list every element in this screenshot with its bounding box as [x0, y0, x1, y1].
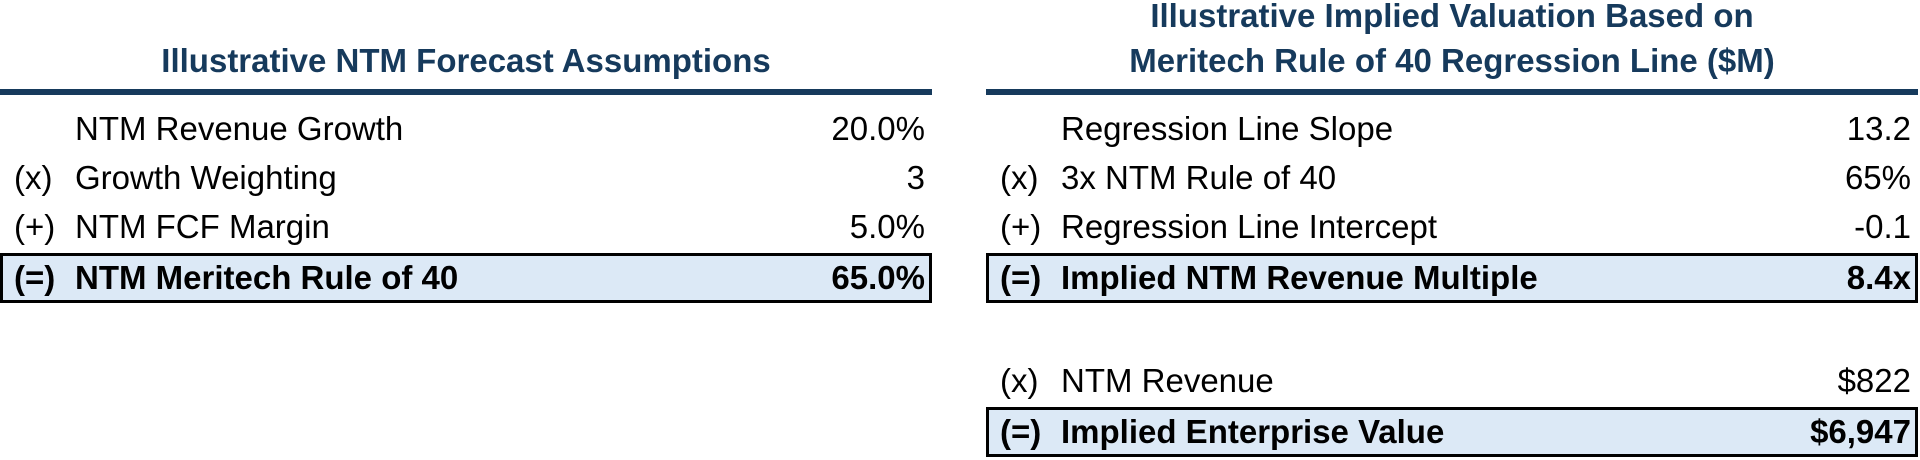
implied-valuation-table: Illustrative Implied Valuation Based on … — [986, 0, 1918, 457]
row-label: NTM Revenue Growth — [75, 109, 404, 147]
ntm-forecast-assumptions-header: Illustrative NTM Forecast Assumptions — [0, 0, 932, 95]
table-row-3x-ntm-rule-of-40: (x) 3x NTM Rule of 40 65% — [986, 153, 1918, 202]
row-prefix: (=) — [1000, 259, 1042, 296]
ntm-forecast-assumptions-rows: NTM Revenue Growth 20.0% (x) Growth Weig… — [0, 95, 932, 303]
row-value: 3 — [906, 158, 925, 196]
row-value: $822 — [1837, 361, 1911, 399]
row-label: Implied Enterprise Value — [1061, 413, 1445, 450]
table-title: Illustrative NTM Forecast Assumptions — [161, 42, 771, 79]
row-prefix: (x) — [14, 158, 53, 196]
row-label: Implied NTM Revenue Multiple — [1061, 259, 1538, 296]
total-row-implied-ntm-revenue-multiple: (=) Implied NTM Revenue Multiple 8.4x — [986, 253, 1918, 303]
row-value: 20.0% — [831, 109, 925, 147]
ntm-forecast-assumptions-table: Illustrative NTM Forecast Assumptions NT… — [0, 0, 932, 303]
row-label: NTM Meritech Rule of 40 — [75, 259, 459, 296]
implied-valuation-header: Illustrative Implied Valuation Based on … — [986, 0, 1918, 95]
row-label: NTM Revenue — [1061, 361, 1274, 399]
row-label: Growth Weighting — [75, 158, 337, 196]
row-prefix: (+) — [14, 207, 56, 245]
table-row-regression-line-intercept: (+) Regression Line Intercept -0.1 — [986, 202, 1918, 251]
table-title-line-2: Meritech Rule of 40 Regression Line ($M) — [1129, 42, 1775, 79]
row-value: $6,947 — [1810, 413, 1911, 450]
row-value: 5.0% — [849, 207, 925, 245]
row-label: Regression Line Slope — [1061, 109, 1394, 147]
blank-row-spacer — [986, 303, 1918, 356]
table-title-line-1: Illustrative Implied Valuation Based on — [1150, 0, 1754, 34]
row-prefix: (=) — [14, 259, 56, 296]
row-prefix: (x) — [1000, 361, 1039, 399]
row-value: 13.2 — [1846, 109, 1911, 147]
row-label: NTM FCF Margin — [75, 207, 330, 245]
row-value: 65% — [1844, 158, 1911, 196]
total-row-implied-enterprise-value: (=) Implied Enterprise Value $6,947 — [986, 407, 1918, 457]
table-row-regression-line-slope: Regression Line Slope 13.2 — [986, 104, 1918, 153]
table-row-ntm-fcf-margin: (+) NTM FCF Margin 5.0% — [0, 202, 932, 251]
row-label: 3x NTM Rule of 40 — [1061, 158, 1337, 196]
row-value: 65.0% — [831, 259, 925, 296]
table-row-ntm-revenue: (x) NTM Revenue $822 — [986, 356, 1918, 405]
row-prefix: (x) — [1000, 158, 1039, 196]
row-prefix: (=) — [1000, 413, 1042, 450]
row-prefix: (+) — [1000, 207, 1042, 245]
total-row-ntm-meritech-rule-of-40: (=) NTM Meritech Rule of 40 65.0% — [0, 253, 932, 303]
table-row-growth-weighting: (x) Growth Weighting 3 — [0, 153, 932, 202]
row-value: 8.4x — [1846, 259, 1911, 296]
table-row-ntm-revenue-growth: NTM Revenue Growth 20.0% — [0, 104, 932, 153]
implied-valuation-rows: Regression Line Slope 13.2 (x) 3x NTM Ru… — [986, 95, 1918, 457]
row-label: Regression Line Intercept — [1061, 207, 1438, 245]
row-value: -0.1 — [1854, 207, 1911, 245]
